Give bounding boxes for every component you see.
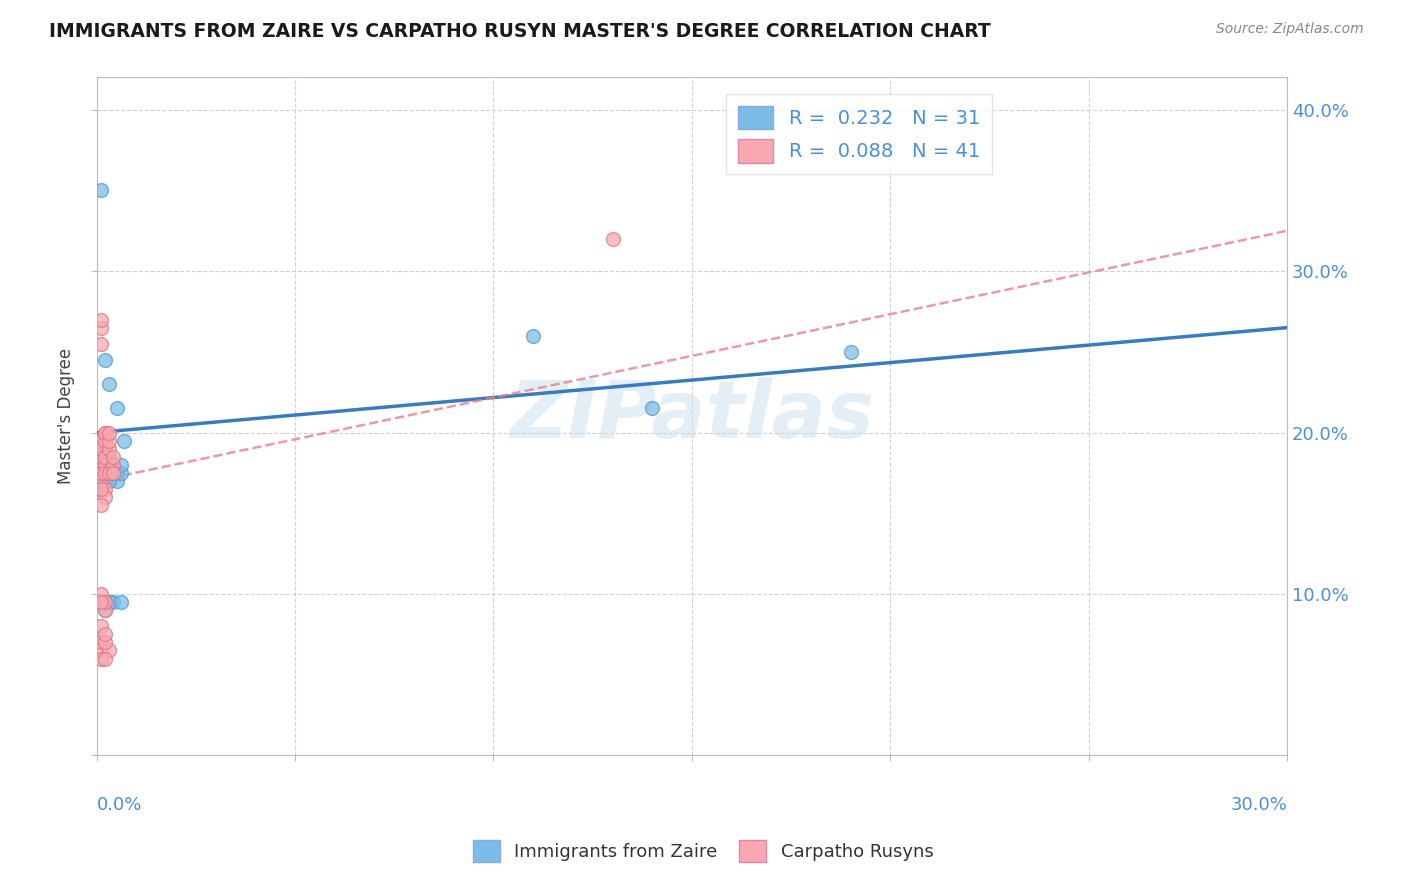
Point bbox=[90, 643, 112, 657]
Point bbox=[90, 474, 112, 488]
Text: IMMIGRANTS FROM ZAIRE VS CARPATHO RUSYN MASTER'S DEGREE CORRELATION CHART: IMMIGRANTS FROM ZAIRE VS CARPATHO RUSYN … bbox=[49, 22, 991, 41]
Point bbox=[97, 377, 120, 392]
Point bbox=[97, 458, 120, 472]
Point bbox=[93, 425, 115, 440]
Point bbox=[97, 643, 120, 657]
Point bbox=[90, 595, 112, 609]
Point bbox=[93, 425, 115, 440]
Point bbox=[90, 482, 112, 496]
Legend: Immigrants from Zaire, Carpatho Rusyns: Immigrants from Zaire, Carpatho Rusyns bbox=[465, 833, 941, 870]
Point bbox=[93, 458, 115, 472]
Legend: R =  0.232   N = 31, R =  0.088   N = 41: R = 0.232 N = 31, R = 0.088 N = 41 bbox=[727, 94, 991, 175]
Point bbox=[110, 595, 132, 609]
Text: Source: ZipAtlas.com: Source: ZipAtlas.com bbox=[1216, 22, 1364, 37]
Point bbox=[90, 619, 112, 633]
Point bbox=[93, 490, 115, 504]
Point bbox=[90, 320, 112, 334]
Point bbox=[839, 344, 862, 359]
Point bbox=[602, 232, 624, 246]
Point bbox=[90, 336, 112, 351]
Point bbox=[105, 401, 128, 416]
Point bbox=[114, 434, 136, 448]
Point bbox=[93, 474, 115, 488]
Point bbox=[90, 466, 112, 480]
Point bbox=[90, 651, 112, 665]
Point bbox=[97, 466, 120, 480]
Point bbox=[93, 627, 115, 641]
Text: 30.0%: 30.0% bbox=[1230, 796, 1286, 814]
Point bbox=[97, 442, 120, 456]
Point bbox=[110, 466, 132, 480]
Point bbox=[110, 458, 132, 472]
Point bbox=[105, 466, 128, 480]
Point bbox=[90, 466, 112, 480]
Point bbox=[97, 595, 120, 609]
Point bbox=[105, 474, 128, 488]
Point bbox=[93, 450, 115, 464]
Point bbox=[93, 603, 115, 617]
Point bbox=[90, 466, 112, 480]
Point bbox=[90, 635, 112, 649]
Point bbox=[90, 183, 112, 197]
Point bbox=[90, 482, 112, 496]
Point bbox=[90, 587, 112, 601]
Point bbox=[93, 482, 115, 496]
Point bbox=[90, 450, 112, 464]
Point bbox=[641, 401, 664, 416]
Point bbox=[93, 450, 115, 464]
Point bbox=[93, 466, 115, 480]
Point bbox=[93, 442, 115, 456]
Point bbox=[97, 450, 120, 464]
Point bbox=[93, 603, 115, 617]
Point bbox=[93, 352, 115, 367]
Point bbox=[93, 635, 115, 649]
Point bbox=[90, 434, 112, 448]
Point bbox=[101, 466, 124, 480]
Point bbox=[522, 328, 544, 343]
Point bbox=[93, 651, 115, 665]
Point bbox=[93, 595, 115, 609]
Y-axis label: Master's Degree: Master's Degree bbox=[58, 349, 75, 484]
Point bbox=[90, 450, 112, 464]
Point bbox=[90, 312, 112, 326]
Point bbox=[97, 474, 120, 488]
Point bbox=[93, 466, 115, 480]
Point bbox=[101, 466, 124, 480]
Point bbox=[90, 466, 112, 480]
Point bbox=[90, 498, 112, 512]
Point bbox=[101, 466, 124, 480]
Point bbox=[97, 425, 120, 440]
Point bbox=[101, 595, 124, 609]
Text: ZIPatlas: ZIPatlas bbox=[509, 377, 875, 456]
Point bbox=[97, 434, 120, 448]
Point bbox=[90, 442, 112, 456]
Point bbox=[93, 434, 115, 448]
Point bbox=[97, 466, 120, 480]
Point bbox=[90, 595, 112, 609]
Point bbox=[101, 450, 124, 464]
Point bbox=[101, 458, 124, 472]
Point bbox=[90, 458, 112, 472]
Text: 0.0%: 0.0% bbox=[97, 796, 142, 814]
Point bbox=[101, 458, 124, 472]
